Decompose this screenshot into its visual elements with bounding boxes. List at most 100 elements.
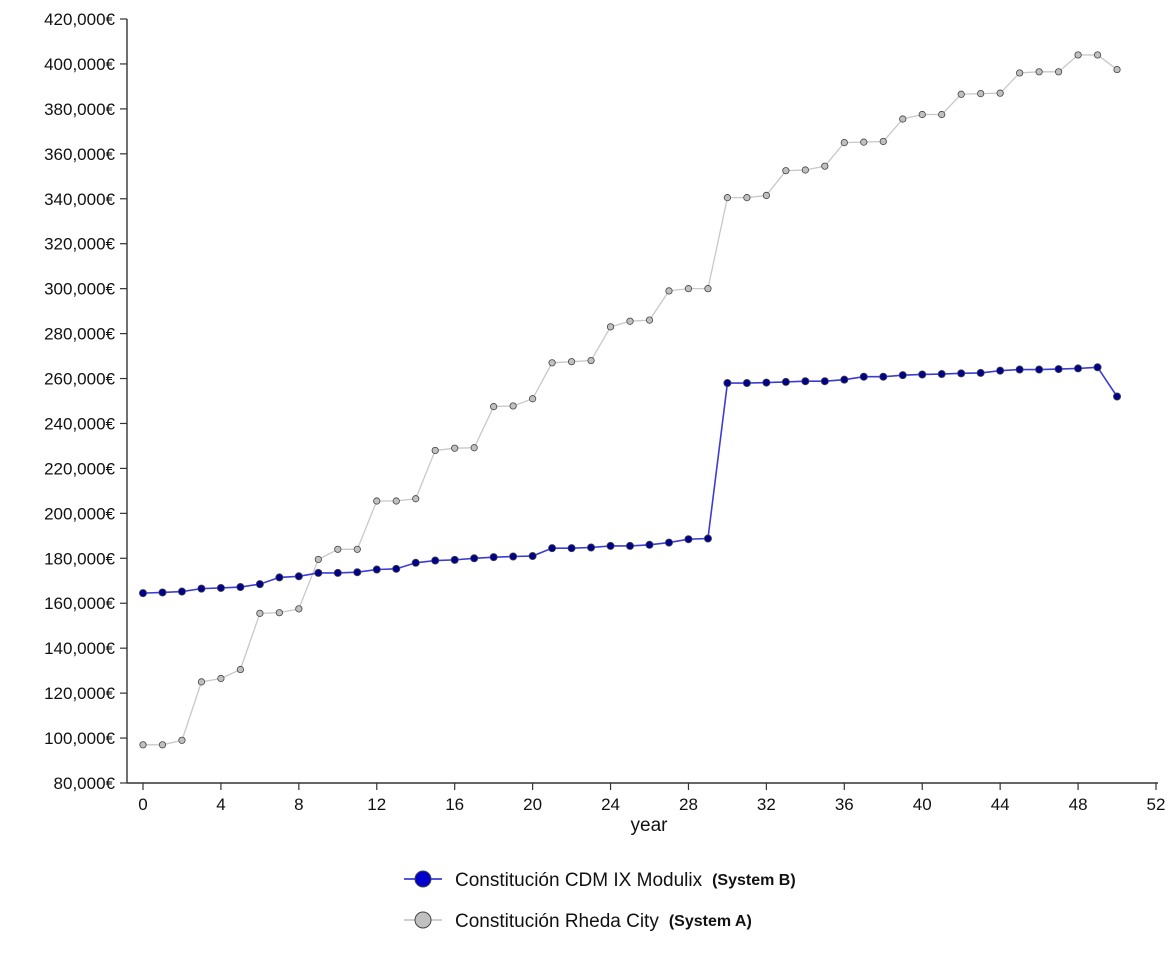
- data-point: [918, 370, 927, 379]
- x-tick-label: 0: [138, 795, 147, 814]
- data-point: [295, 605, 303, 613]
- legend-system-tag: (System A): [669, 913, 752, 930]
- x-tick-label: 32: [757, 795, 776, 814]
- data-point: [470, 554, 479, 563]
- data-point: [665, 287, 673, 295]
- data-point: [937, 370, 946, 379]
- data-point: [509, 552, 518, 561]
- data-point: [742, 379, 751, 388]
- y-tick-label: 400,000€: [44, 55, 115, 74]
- data-point: [567, 544, 576, 553]
- data-point: [977, 90, 985, 98]
- data-point: [372, 565, 381, 574]
- data-point: [1074, 51, 1082, 59]
- data-point: [782, 167, 790, 175]
- series-line: [142, 366, 1118, 594]
- y-tick-label: 340,000€: [44, 190, 115, 209]
- data-point: [899, 115, 907, 123]
- data-point: [704, 285, 712, 293]
- data-point: [606, 323, 615, 331]
- y-tick-label: 100,000€: [44, 729, 115, 748]
- data-point: [1093, 363, 1102, 372]
- data-point: [801, 377, 810, 386]
- legend-item-1: Constitución Rheda City (System A): [404, 911, 752, 932]
- data-point: [898, 371, 907, 380]
- data-point: [743, 194, 751, 202]
- x-axis-title: year: [631, 815, 669, 836]
- data-point: [567, 358, 576, 366]
- x-tick-label: 48: [1069, 795, 1088, 814]
- y-tick-label: 180,000€: [44, 549, 115, 568]
- y-tick-label: 240,000€: [44, 414, 115, 433]
- data-point: [821, 162, 829, 170]
- data-point: [723, 379, 732, 388]
- x-tick-label: 20: [523, 795, 542, 814]
- y-tick-label: 300,000€: [44, 280, 115, 299]
- data-point: [333, 568, 342, 577]
- x-tick-label: 40: [913, 795, 932, 814]
- data-point: [411, 558, 420, 567]
- data-point: [256, 609, 264, 617]
- data-point: [353, 545, 361, 553]
- x-tick-label: 52: [1147, 795, 1166, 814]
- x-tick-label: 28: [679, 795, 698, 814]
- data-point: [938, 110, 946, 119]
- x-tick-label: 16: [445, 795, 464, 814]
- data-point: [197, 678, 206, 686]
- data-point: [684, 285, 693, 293]
- legend-marker: [414, 911, 432, 929]
- data-point: [860, 138, 868, 146]
- x-tick-label: 4: [216, 795, 225, 814]
- y-tick-label: 360,000€: [44, 145, 115, 164]
- y-axis-ticks: 80,000€ 100,000€ 120,000€ 140,000€ 160,000€ 1…: [44, 10, 127, 793]
- data-point: [645, 540, 654, 549]
- y-tick-label: 320,000€: [44, 235, 115, 254]
- x-axis-ticks: 0 4 8 12 16 20 24 28 32 36 40 44 48 52: [138, 783, 1165, 814]
- y-tick-label: 260,000€: [44, 370, 115, 389]
- data-point: [314, 555, 322, 564]
- data-point: [177, 587, 186, 596]
- legend-marker: [414, 870, 432, 888]
- data-point: [762, 191, 770, 199]
- data-point: [158, 588, 167, 597]
- data-point: [781, 377, 790, 386]
- y-tick-label: 140,000€: [44, 639, 115, 658]
- data-point: [451, 444, 459, 452]
- data-point: [178, 736, 186, 744]
- data-point: [158, 741, 167, 749]
- data-point: [1054, 365, 1063, 374]
- legend-label: Constitución Rheda City: [455, 911, 659, 932]
- data-point: [217, 674, 225, 683]
- y-tick-label: 220,000€: [44, 459, 115, 478]
- data-point: [684, 535, 693, 544]
- x-tick-label: 12: [367, 795, 386, 814]
- data-point: [996, 89, 1004, 97]
- data-point: [801, 166, 809, 174]
- data-point: [1016, 69, 1024, 77]
- x-tick-label: 24: [601, 795, 620, 814]
- y-tick-label: 380,000€: [44, 100, 115, 119]
- data-point: [548, 544, 557, 553]
- y-tick-label: 80,000€: [54, 774, 116, 793]
- series-line: [143, 54, 1118, 746]
- data-point: [587, 356, 595, 365]
- data-point: [1015, 365, 1024, 374]
- data-point: [918, 110, 926, 119]
- data-point: [275, 609, 283, 617]
- data-point: [820, 377, 829, 386]
- data-point: [626, 317, 634, 325]
- data-point: [1054, 68, 1063, 76]
- data-point: [957, 90, 965, 98]
- data-point: [645, 316, 654, 324]
- data-point: [664, 538, 673, 547]
- data-point: [197, 584, 206, 593]
- data-point: [528, 552, 537, 561]
- data-point: [216, 583, 225, 592]
- data-point: [879, 137, 887, 146]
- data-point: [996, 366, 1005, 375]
- data-point: [1113, 392, 1122, 401]
- data-point: [840, 375, 849, 384]
- series-0: [138, 363, 1122, 598]
- data-point: [762, 378, 771, 387]
